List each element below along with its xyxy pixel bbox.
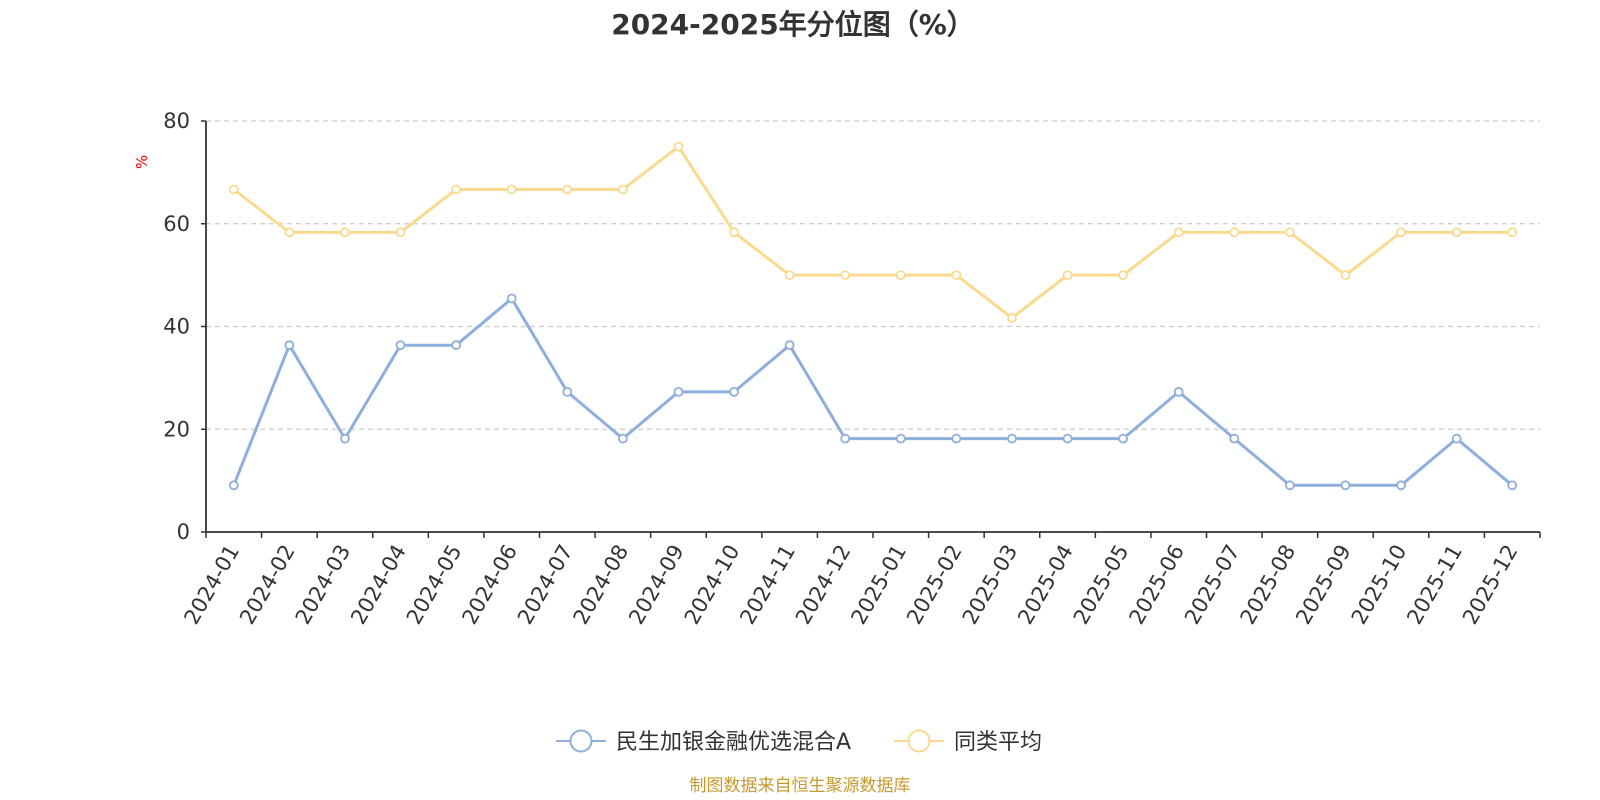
- data-point[interactable]: [1062, 270, 1073, 281]
- data-point[interactable]: [1118, 433, 1129, 444]
- data-point[interactable]: [562, 184, 573, 195]
- y-axis-unit-label: %: [133, 155, 151, 169]
- data-point[interactable]: [1451, 433, 1462, 444]
- data-point[interactable]: [1340, 480, 1351, 491]
- x-tick-label: 2024-06: [457, 541, 522, 629]
- data-point[interactable]: [451, 184, 462, 195]
- data-point[interactable]: [951, 433, 962, 444]
- x-tick-label: 2024-03: [291, 541, 356, 629]
- data-point[interactable]: [1340, 270, 1351, 281]
- data-point[interactable]: [617, 184, 628, 195]
- data-point[interactable]: [1507, 480, 1518, 491]
- data-point[interactable]: [1118, 270, 1129, 281]
- legend-item[interactable]: 民生加银金融优选混合A: [556, 729, 851, 755]
- y-tick-label: 40: [163, 315, 190, 339]
- data-point[interactable]: [673, 387, 684, 397]
- x-tick-label: 2024-05: [402, 541, 467, 629]
- x-tick-label: 2024-08: [569, 541, 634, 629]
- x-tick-label: 2024-12: [791, 541, 856, 629]
- data-point[interactable]: [1284, 227, 1295, 238]
- data-point[interactable]: [1007, 433, 1017, 444]
- y-tick-label: 0: [177, 520, 190, 544]
- data-point[interactable]: [284, 340, 295, 351]
- series-line: [232, 145, 1514, 320]
- x-tick-label: 2025-04: [1013, 541, 1078, 629]
- y-tick-label: 60: [163, 212, 190, 236]
- data-point[interactable]: [729, 227, 739, 238]
- y-tick-label: 20: [163, 417, 190, 441]
- x-tick-label: 2024-09: [624, 541, 689, 629]
- legend-circle-marker: [569, 729, 593, 753]
- data-point[interactable]: [729, 387, 739, 397]
- data-point[interactable]: [228, 480, 239, 491]
- series-group: [228, 141, 1518, 323]
- y-tick-label: 80: [163, 109, 190, 133]
- data-point[interactable]: [784, 340, 795, 351]
- x-tick-label: 2025-02: [902, 541, 967, 629]
- data-point[interactable]: [1396, 227, 1406, 238]
- x-tick-label: 2024-01: [179, 541, 244, 629]
- data-point[interactable]: [284, 227, 295, 238]
- legend-item[interactable]: 同类平均: [894, 729, 1042, 755]
- data-point[interactable]: [840, 270, 851, 281]
- x-tick-label: 2025-10: [1347, 541, 1412, 629]
- data-point[interactable]: [1007, 313, 1017, 323]
- source-note: 制图数据来自恒生聚源数据库: [690, 776, 911, 796]
- data-point[interactable]: [951, 270, 962, 281]
- series-group: [228, 293, 1518, 491]
- data-point[interactable]: [562, 387, 573, 397]
- data-point[interactable]: [840, 433, 851, 444]
- x-tick-label: 2025-11: [1402, 541, 1467, 629]
- data-point[interactable]: [784, 270, 795, 281]
- x-tick-label: 2025-07: [1180, 541, 1245, 629]
- data-point[interactable]: [340, 227, 350, 238]
- x-tick-label: 2024-11: [735, 541, 800, 629]
- data-point[interactable]: [1396, 480, 1406, 491]
- data-point[interactable]: [1229, 433, 1240, 444]
- data-point[interactable]: [506, 293, 517, 304]
- x-tick-label: 2025-08: [1236, 541, 1301, 629]
- data-point[interactable]: [1173, 387, 1184, 397]
- x-tick-label: 2025-01: [846, 541, 911, 629]
- x-tick-label: 2024-10: [680, 541, 745, 629]
- x-tick-label: 2025-06: [1124, 541, 1189, 629]
- legend-circle-marker: [907, 729, 931, 753]
- legend-label: 民生加银金融优选混合A: [616, 730, 851, 755]
- x-tick-label: 2025-05: [1069, 541, 1134, 629]
- data-point[interactable]: [1284, 480, 1295, 491]
- data-point[interactable]: [228, 184, 239, 195]
- legend-label: 同类平均: [954, 730, 1042, 755]
- series-line: [232, 297, 1514, 487]
- data-point[interactable]: [1173, 227, 1184, 238]
- x-tick-label: 2024-04: [346, 541, 411, 629]
- series-lines: [228, 141, 1518, 491]
- data-point[interactable]: [451, 340, 462, 351]
- legend[interactable]: 民生加银金融优选混合A 同类平均: [556, 729, 1042, 755]
- data-point[interactable]: [895, 433, 906, 444]
- axes: 0204060802024-012024-022024-032024-04202…: [163, 109, 1541, 629]
- grid-lines: [206, 120, 1540, 430]
- data-point[interactable]: [1229, 227, 1240, 238]
- data-point[interactable]: [617, 433, 628, 444]
- data-point[interactable]: [395, 227, 406, 238]
- data-point[interactable]: [1507, 227, 1518, 238]
- x-tick-label: 2025-09: [1291, 541, 1356, 629]
- x-tick-label: 2024-07: [513, 541, 578, 629]
- data-point[interactable]: [340, 433, 350, 444]
- chart-title: 2024-2025年分位图（%）: [611, 8, 975, 41]
- data-point[interactable]: [395, 340, 406, 351]
- data-point[interactable]: [1451, 227, 1462, 238]
- x-tick-label: 2024-02: [235, 541, 300, 629]
- data-point[interactable]: [506, 184, 517, 195]
- data-point[interactable]: [895, 270, 906, 281]
- x-tick-label: 2025-03: [958, 541, 1023, 629]
- data-point[interactable]: [673, 141, 684, 152]
- x-tick-label: 2025-12: [1458, 541, 1523, 629]
- data-point[interactable]: [1062, 433, 1073, 444]
